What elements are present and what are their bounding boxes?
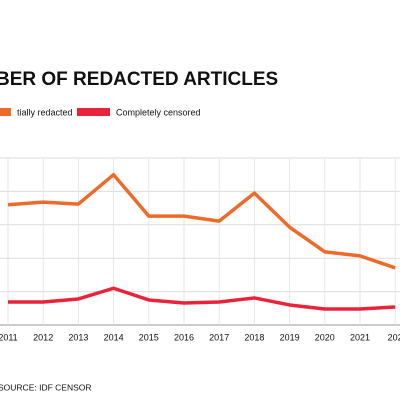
x-tick-label: 2015: [139, 332, 159, 342]
x-tick-label: 202: [388, 332, 400, 342]
x-tick-label: 2018: [244, 332, 264, 342]
x-tick-label: 2013: [68, 332, 88, 342]
x-tick-label: 2012: [33, 332, 53, 342]
legend-label: Completely censored: [116, 107, 201, 117]
x-tick-label: 2021: [350, 332, 370, 342]
x-tick-label: 2011: [0, 332, 18, 342]
legend-label: tially redacted: [17, 107, 73, 117]
data-line: [7, 172, 396, 270]
x-tick-label: 2014: [104, 332, 124, 342]
chart-title: BER OF REDACTED ARTICLES: [0, 69, 278, 90]
legend-swatch: [0, 108, 11, 116]
source-note: SOURCE: IDF CENSOR: [0, 382, 92, 392]
legend-swatch: [77, 108, 110, 116]
x-tick-label: 2017: [209, 332, 229, 342]
x-tick-label: 2019: [280, 332, 300, 342]
data-line: [8, 286, 396, 311]
x-tick-label: 2020: [315, 332, 335, 342]
x-tick-label: 2016: [174, 332, 194, 342]
